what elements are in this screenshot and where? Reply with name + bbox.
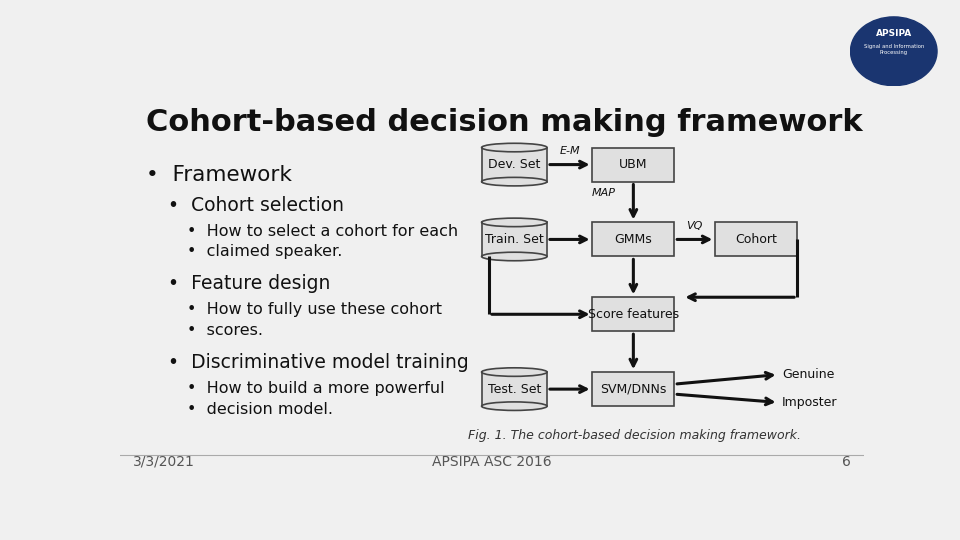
Text: •  decision model.: • decision model. [187,402,333,416]
FancyBboxPatch shape [715,222,797,256]
FancyBboxPatch shape [592,297,674,332]
Text: Signal and Information
Processing: Signal and Information Processing [864,44,924,55]
Text: Cohort: Cohort [735,233,777,246]
Text: UBM: UBM [619,158,648,171]
Text: APSIPA ASC 2016: APSIPA ASC 2016 [432,455,552,469]
Text: •  How to fully use these cohort: • How to fully use these cohort [187,302,442,317]
Text: Test. Set: Test. Set [488,383,541,396]
Text: E-M: E-M [560,146,580,156]
FancyBboxPatch shape [592,222,674,256]
Ellipse shape [482,218,547,227]
Text: VQ: VQ [686,221,703,231]
Text: 6: 6 [842,455,851,469]
Text: •  Feature design: • Feature design [168,274,331,293]
Ellipse shape [482,368,547,376]
FancyBboxPatch shape [482,222,547,256]
Text: APSIPA: APSIPA [876,29,912,38]
Text: 3/3/2021: 3/3/2021 [133,455,195,469]
Text: Train. Set: Train. Set [485,233,543,246]
Text: •  Discriminative model training: • Discriminative model training [168,353,469,372]
Text: •  claimed speaker.: • claimed speaker. [187,245,343,259]
FancyBboxPatch shape [482,372,547,406]
Text: SVM/DNNs: SVM/DNNs [600,383,666,396]
FancyBboxPatch shape [482,147,547,181]
Ellipse shape [482,177,547,186]
Text: Dev. Set: Dev. Set [488,158,540,171]
Text: Genuine: Genuine [782,368,834,381]
Text: Cohort-based decision making framework: Cohort-based decision making framework [146,109,863,138]
FancyBboxPatch shape [592,372,674,406]
Ellipse shape [482,252,547,261]
Text: Score features: Score features [588,308,679,321]
Text: •  Framework: • Framework [146,165,292,185]
Ellipse shape [482,143,547,152]
Text: •  How to select a cohort for each: • How to select a cohort for each [187,224,458,239]
Text: MAP: MAP [591,188,615,198]
Text: •  scores.: • scores. [187,322,263,338]
Circle shape [851,17,937,86]
Ellipse shape [482,402,547,410]
FancyBboxPatch shape [592,147,674,181]
Text: •  Cohort selection: • Cohort selection [168,196,345,215]
Text: Fig. 1. The cohort-based decision making framework.: Fig. 1. The cohort-based decision making… [468,429,802,442]
Text: GMMs: GMMs [614,233,652,246]
Text: Imposter: Imposter [782,396,838,409]
Text: •  How to build a more powerful: • How to build a more powerful [187,381,444,396]
